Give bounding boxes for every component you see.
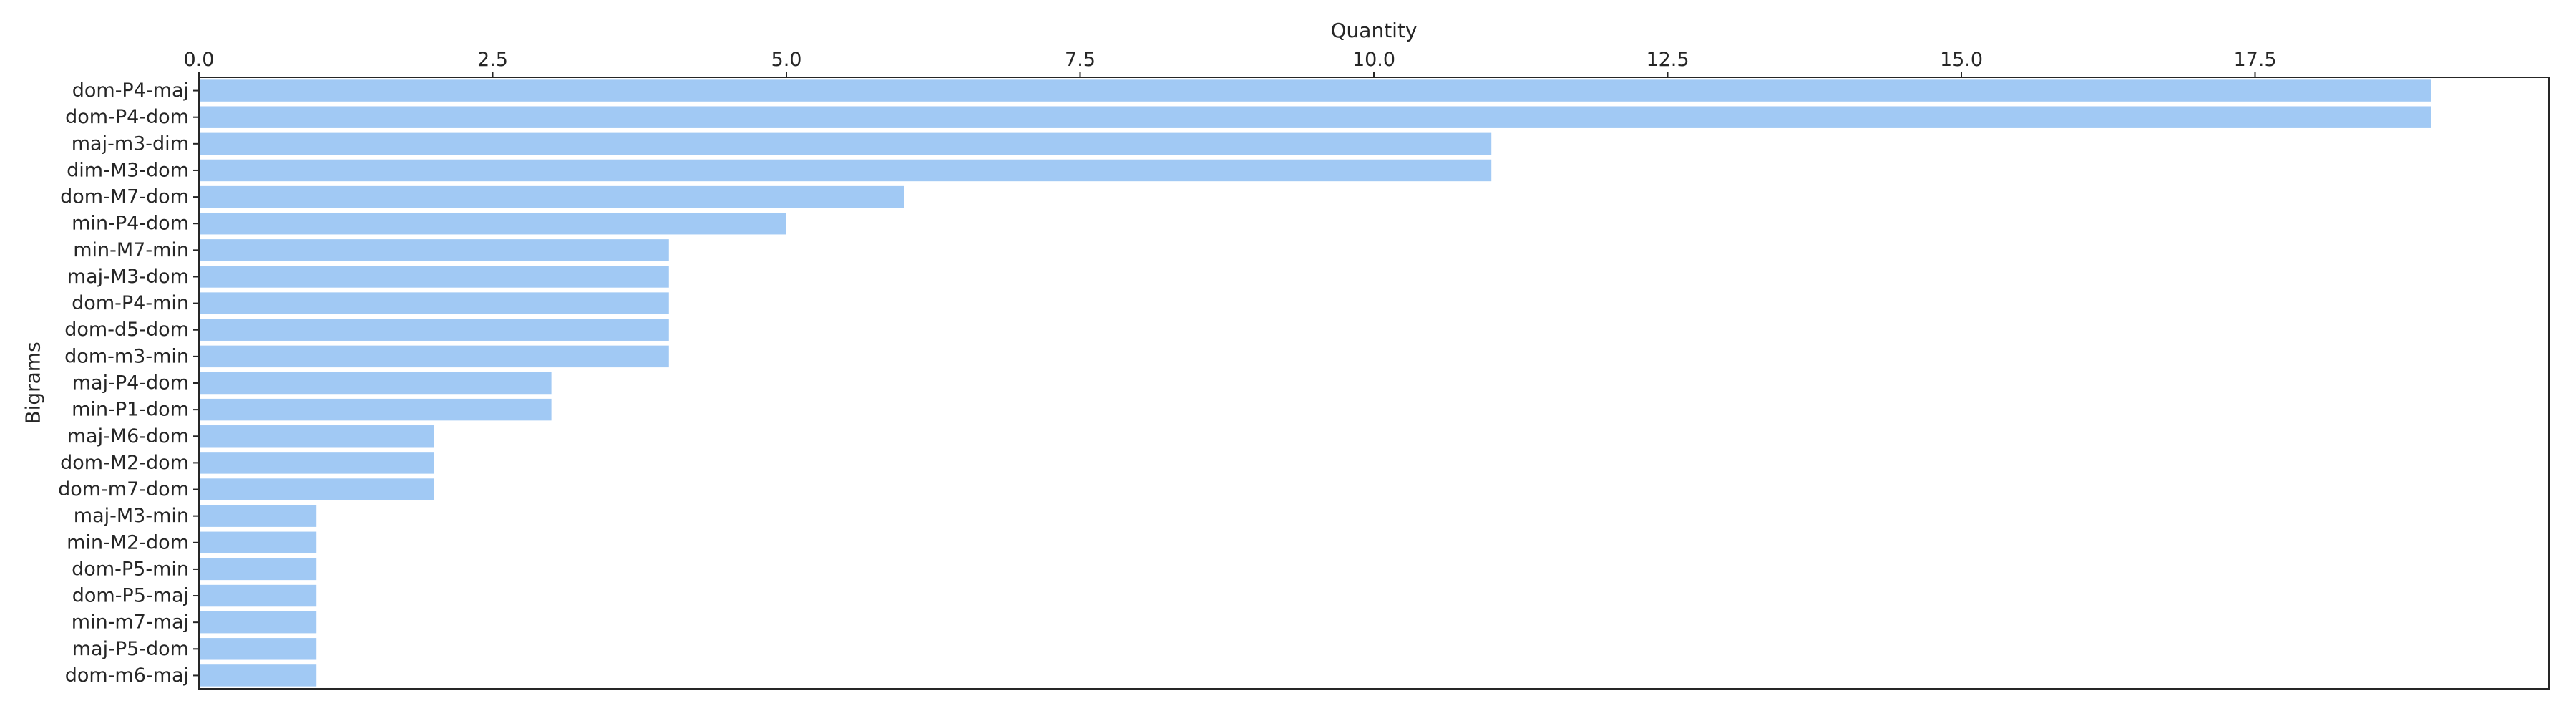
y-tick-label: min-M2-dom — [67, 531, 189, 553]
y-tick-label: dom-P4-min — [72, 292, 189, 314]
x-tick-label: 15.0 — [1940, 49, 1983, 71]
x-tick-label: 2.5 — [477, 49, 508, 71]
bar-dom-P4-min — [199, 292, 669, 314]
y-tick-label: maj-m3-dim — [72, 132, 189, 155]
bar-maj-P5-dom — [199, 638, 317, 660]
bar-dom-P4-maj — [199, 79, 2431, 102]
y-tick-label: maj-M3-min — [74, 505, 189, 527]
x-tick-label: 17.5 — [2233, 49, 2276, 71]
y-tick-label: dom-P5-maj — [72, 585, 189, 607]
bar-dom-m7-dom — [199, 478, 434, 500]
bar-maj-M3-min — [199, 505, 317, 527]
plot-frame — [198, 77, 2550, 690]
bar-dom-P5-maj — [199, 584, 317, 607]
x-axis-ticks: 0.0 2.5 5.0 7.5 10.0 12.5 15.0 17.5 — [184, 49, 2277, 77]
y-tick-label: min-M7-min — [73, 239, 189, 261]
bar-dom-M2-dom — [199, 452, 434, 474]
bar-dom-d5-dom — [199, 319, 669, 341]
bars-group — [199, 79, 2431, 687]
y-tick-label: dim-M3-dom — [67, 159, 189, 181]
bar-dim-M3-dom — [199, 159, 1492, 182]
y-tick-label: dom-m3-min — [64, 345, 189, 367]
x-axis-title: Quantity — [1331, 19, 1418, 42]
x-tick-label: 10.0 — [1352, 49, 1395, 71]
bar-maj-m3-dim — [199, 132, 1492, 155]
x-tick-label: 12.5 — [1646, 49, 1689, 71]
y-axis-ticks: dom-P4-maj dom-P4-dom maj-m3-dim dim-M3-dom… — [58, 79, 199, 687]
bar-dom-m3-min — [199, 345, 669, 368]
y-tick-label: min-m7-maj — [72, 611, 189, 634]
bar-min-M7-min — [199, 239, 669, 261]
x-tick-label: 7.5 — [1065, 49, 1096, 71]
x-tick-label: 0.0 — [184, 49, 215, 71]
y-tick-label: dom-P4-dom — [65, 106, 189, 128]
bar-dom-P4-dom — [199, 106, 2431, 128]
y-tick-label: dom-d5-dom — [64, 319, 189, 341]
bar-min-m7-maj — [199, 611, 317, 634]
y-tick-label: dom-P4-maj — [72, 79, 189, 102]
bar-maj-P4-dom — [199, 372, 552, 395]
y-axis-title: Bigrams — [21, 342, 45, 424]
y-tick-label: min-P1-dom — [72, 399, 189, 421]
y-tick-label: dom-M2-dom — [60, 452, 189, 474]
x-tick-label: 5.0 — [771, 49, 802, 71]
bar-min-M2-dom — [199, 531, 317, 554]
y-tick-label: maj-P5-dom — [72, 638, 189, 660]
bar-maj-M6-dom — [199, 425, 434, 448]
y-tick-label: min-P4-dom — [72, 213, 189, 235]
bar-dom-M7-dom — [199, 185, 904, 208]
bar-min-P4-dom — [199, 212, 786, 235]
y-tick-label: dom-m6-maj — [65, 664, 189, 687]
y-tick-label: dom-m7-dom — [58, 478, 189, 500]
y-tick-label: dom-M7-dom — [60, 186, 189, 208]
bar-maj-M3-dom — [199, 266, 669, 288]
y-tick-label: dom-P5-min — [72, 558, 189, 580]
y-tick-label: maj-P4-dom — [72, 372, 189, 395]
bar-dom-m6-maj — [199, 664, 317, 687]
y-tick-label: maj-M3-dom — [67, 266, 189, 288]
bar-dom-P5-min — [199, 558, 317, 581]
bar-min-P1-dom — [199, 398, 552, 421]
y-tick-label: maj-M6-dom — [67, 425, 189, 448]
